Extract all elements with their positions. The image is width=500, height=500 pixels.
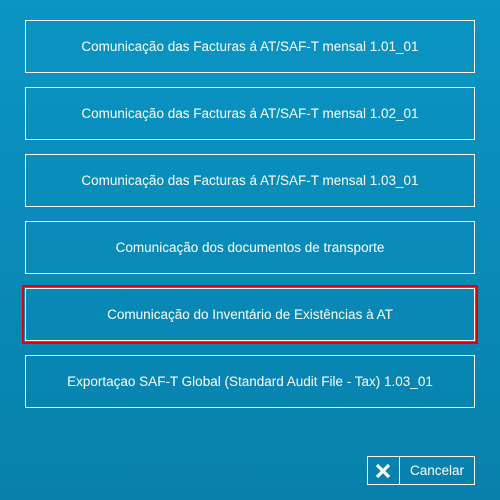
cancel-button[interactable]: Cancelar xyxy=(367,456,475,485)
option-label: Comunicação dos documentos de transporte xyxy=(116,240,385,255)
option-label: Exportaçao SAF-T Global (Standard Audit … xyxy=(67,374,433,389)
option-label: Comunicação do Inventário de Existências… xyxy=(107,307,393,322)
option-label: Comunicação das Facturas á AT/SAF-T mens… xyxy=(81,39,418,54)
close-icon xyxy=(368,457,400,484)
option-saft-global[interactable]: Exportaçao SAF-T Global (Standard Audit … xyxy=(25,355,475,408)
option-transport-docs[interactable]: Comunicação dos documentos de transporte xyxy=(25,221,475,274)
dialog-footer: Cancelar xyxy=(25,442,475,485)
option-label: Comunicação das Facturas á AT/SAF-T mens… xyxy=(81,173,418,188)
option-saft-102[interactable]: Comunicação das Facturas á AT/SAF-T mens… xyxy=(25,87,475,140)
option-saft-103[interactable]: Comunicação das Facturas á AT/SAF-T mens… xyxy=(25,154,475,207)
option-saft-101[interactable]: Comunicação das Facturas á AT/SAF-T mens… xyxy=(25,20,475,73)
cancel-label: Cancelar xyxy=(400,457,474,484)
options-list: Comunicação das Facturas á AT/SAF-T mens… xyxy=(25,20,475,442)
option-label: Comunicação das Facturas á AT/SAF-T mens… xyxy=(81,106,418,121)
option-inventory-at[interactable]: Comunicação do Inventário de Existências… xyxy=(25,288,475,341)
